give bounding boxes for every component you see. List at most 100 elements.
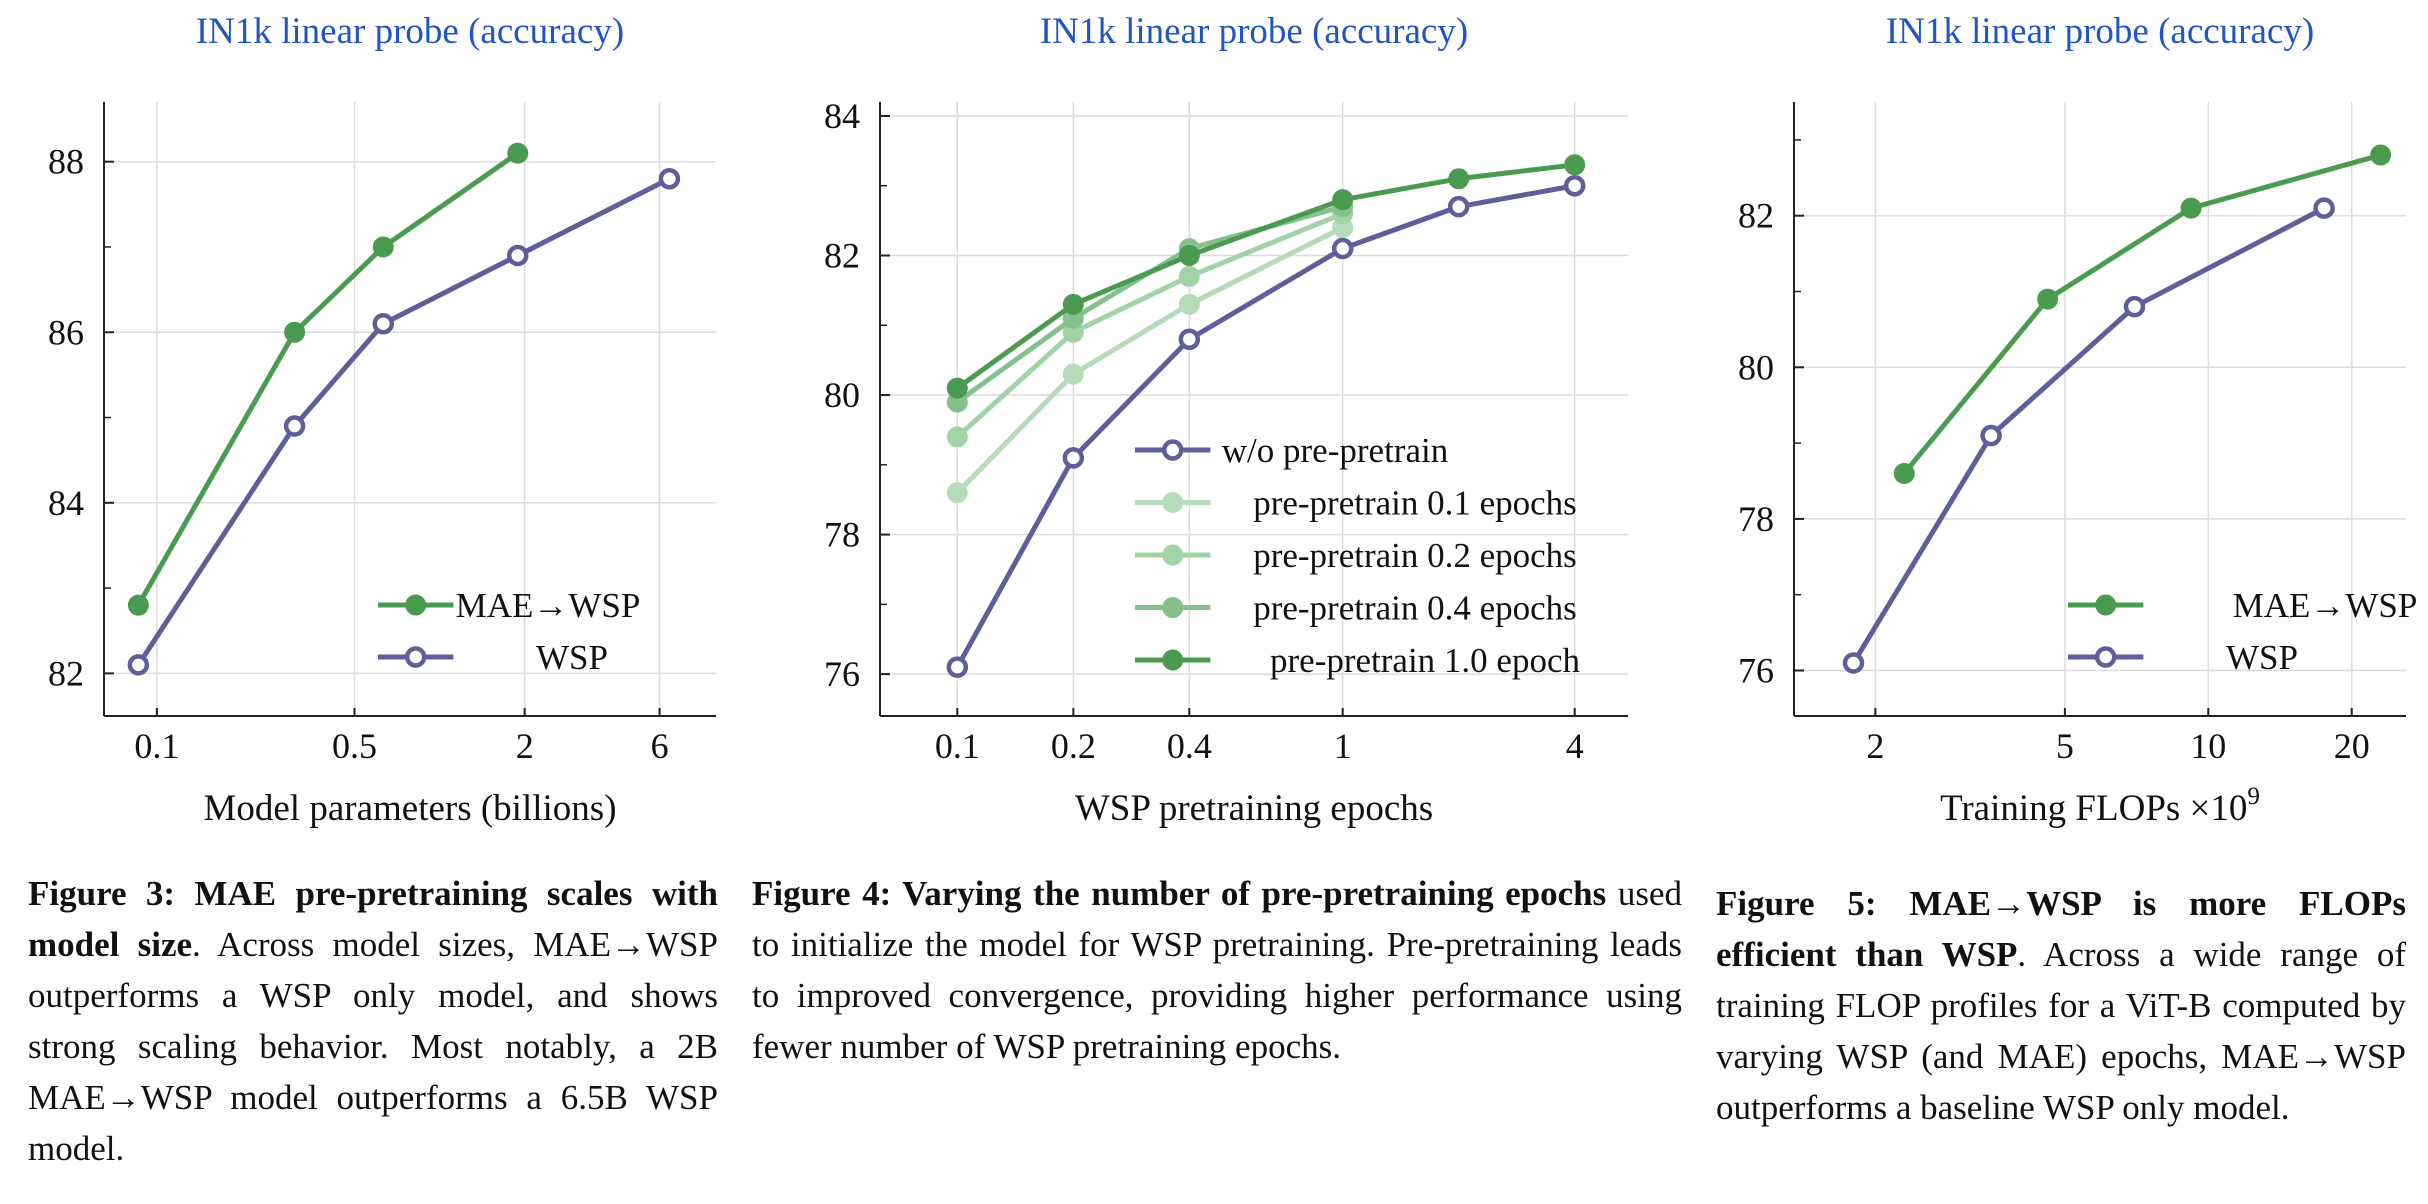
- data-point: [127, 654, 150, 676]
- data-point: [946, 377, 968, 399]
- series-2: [946, 217, 1354, 504]
- x-tick-label: 6: [651, 726, 669, 766]
- chart-legend: MAE→WSP WSP: [2068, 586, 2417, 677]
- x-axis-label-text: Training FLOPs ×10: [1940, 788, 2247, 829]
- figure-3-caption-text: . Across model sizes, MAE→WSP outperform…: [28, 925, 718, 1168]
- x-axis-label: Model parameters (billions): [203, 788, 616, 829]
- data-point: [1062, 447, 1085, 469]
- data-point: [1980, 424, 2002, 447]
- data-point: [284, 321, 306, 343]
- data-point: [1893, 462, 1915, 484]
- y-tick-label: 86: [48, 312, 84, 352]
- data-point: [1332, 189, 1354, 211]
- data-point: [946, 426, 968, 448]
- legend-label: pre-pretrain 0.1 epochs: [1253, 484, 1577, 523]
- legend-entry: pre-pretrain 1.0 epoch: [1135, 641, 1580, 680]
- series-line: [955, 183, 1576, 669]
- y-tick-label: 80: [824, 375, 860, 415]
- data-point: [1062, 363, 1084, 385]
- figure-5-caption-text: . Across a wide range of training FLOP p…: [1716, 935, 2406, 1127]
- chart-title: IN1k linear probe (accuracy): [1886, 11, 2314, 52]
- y-tick-label: 82: [1738, 196, 1774, 236]
- data-point: [1447, 195, 1470, 218]
- data-point: [283, 415, 306, 437]
- chart-title: IN1k linear probe (accuracy): [196, 11, 624, 52]
- x-tick-label: 10: [2190, 726, 2226, 766]
- legend-entry: pre-pretrain 0.2 epochs: [1135, 536, 1577, 575]
- data-point: [1448, 168, 1470, 190]
- series-line: [1902, 152, 2382, 476]
- series-line: [955, 211, 1344, 439]
- data-point: [1331, 237, 1354, 260]
- y-tick-label: 82: [824, 236, 860, 276]
- x-tick-label: 0.4: [1167, 726, 1212, 766]
- data-point: [1564, 154, 1586, 176]
- legend-label: MAE→WSP: [2233, 586, 2418, 625]
- figure-5-caption: Figure 5: MAE→WSP is more FLOPs efficien…: [1716, 878, 2406, 1133]
- data-point: [946, 482, 968, 504]
- chart-title: IN1k linear probe (accuracy): [1040, 11, 1468, 52]
- data-point: [1563, 174, 1586, 197]
- data-point: [1178, 328, 1201, 350]
- series-2: [1842, 197, 2335, 674]
- legend-label: WSP: [536, 638, 608, 677]
- y-tick-label: 76: [1738, 651, 1774, 691]
- legend-marker: [1161, 439, 1184, 461]
- legend-entry: MAE→WSP: [378, 586, 640, 625]
- legend-entry: WSP: [2068, 638, 2298, 677]
- chart-grid: [880, 102, 1628, 716]
- legend-entry: WSP: [378, 638, 608, 677]
- figure-3-caption: Figure 3: MAE pre-pretraining scales wit…: [28, 868, 718, 1174]
- chart-grid: [1794, 102, 2406, 716]
- data-point: [2123, 295, 2146, 318]
- legend-entry: w/o pre-pretrain: [1135, 431, 1448, 470]
- legend-label: WSP: [2226, 638, 2298, 677]
- x-tick-label: 0.5: [332, 726, 377, 766]
- legend-marker: [1162, 492, 1184, 513]
- x-tick-label: 0.1: [935, 726, 980, 766]
- data-point: [507, 244, 529, 267]
- series-line: [955, 225, 1344, 495]
- legend-marker: [404, 646, 427, 668]
- data-point: [2037, 288, 2059, 310]
- data-point: [2180, 197, 2202, 219]
- data-point: [1842, 652, 1865, 674]
- legend-marker: [2095, 594, 2117, 616]
- x-tick-label: 0.2: [1051, 726, 1096, 766]
- legend-label: pre-pretrain 0.2 epochs: [1253, 536, 1577, 575]
- x-axis-label-text: WSP pretraining epochs: [1075, 788, 1433, 829]
- x-tick-label: 0.1: [134, 726, 179, 766]
- figure-3-caption-bold: Figure 3: MAE pre-pretraining scales wit…: [28, 874, 718, 964]
- legend-entry: pre-pretrain 0.4 epochs: [1135, 589, 1577, 628]
- data-point: [946, 656, 969, 678]
- y-tick-label: 78: [1738, 499, 1774, 539]
- x-tick-label: 20: [2334, 726, 2370, 766]
- x-axis-label-text: Model parameters (billions): [203, 788, 616, 829]
- figure-4-caption-text: used to initialize the model for WSP pre…: [752, 874, 1683, 1066]
- data-point: [2370, 144, 2392, 166]
- x-axis-label-superscript: 9: [2247, 783, 2260, 810]
- legend-label: w/o pre-pretrain: [1222, 431, 1448, 470]
- figure-charts: 0.1 0.5 2 6 82 84 86 88 IN1k linear probe (accur…: [48, 11, 2417, 829]
- x-tick-label: 2: [1866, 726, 1884, 766]
- chart-legend: w/o pre-pretrain pre-pretrain 0.1 epochs p…: [1135, 431, 1580, 680]
- legend-marker: [2094, 646, 2117, 668]
- figure-4-caption-bold: Figure 4: Varying the number of pre-pret…: [752, 874, 1607, 913]
- y-tick-label: 76: [824, 654, 860, 694]
- x-axis-label: Training FLOPs ×109: [1940, 783, 2260, 829]
- legend-entry: pre-pretrain 0.1 epochs: [1135, 484, 1577, 523]
- x-axis-label: WSP pretraining epochs: [1075, 788, 1433, 829]
- series-2: [127, 168, 681, 676]
- x-tick-label: 5: [2056, 726, 2074, 766]
- series-1: [1893, 144, 2392, 484]
- legend-marker: [1162, 597, 1184, 618]
- series-5: [946, 154, 1586, 399]
- data-point: [372, 312, 395, 335]
- x-tick-label: 2: [516, 726, 534, 766]
- figure-4-caption: Figure 4: Varying the number of pre-pret…: [752, 868, 1682, 1072]
- x-tick-label: 4: [1566, 726, 1584, 766]
- chart-legend: MAE→WSP WSP: [378, 586, 640, 677]
- chart-3: 2 5 10 20 76 78 80 82 IN1k linear probe (accurac…: [1738, 11, 2417, 829]
- y-tick-label: 88: [48, 142, 84, 182]
- legend-marker: [1162, 544, 1184, 566]
